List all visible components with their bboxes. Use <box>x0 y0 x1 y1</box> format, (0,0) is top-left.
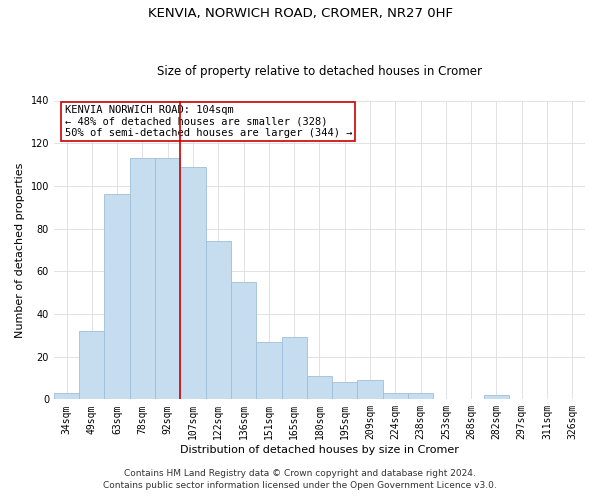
Bar <box>358 380 383 400</box>
Bar <box>408 393 433 400</box>
Bar <box>307 376 332 400</box>
Bar <box>383 393 408 400</box>
Text: Contains HM Land Registry data © Crown copyright and database right 2024.
Contai: Contains HM Land Registry data © Crown c… <box>103 468 497 490</box>
Title: Size of property relative to detached houses in Cromer: Size of property relative to detached ho… <box>157 66 482 78</box>
X-axis label: Distribution of detached houses by size in Cromer: Distribution of detached houses by size … <box>180 445 459 455</box>
Bar <box>206 242 231 400</box>
Bar <box>130 158 155 400</box>
Bar <box>484 395 509 400</box>
Bar <box>104 194 130 400</box>
Bar <box>332 382 358 400</box>
Bar <box>256 342 281 400</box>
Bar <box>181 166 206 400</box>
Bar <box>155 158 181 400</box>
Text: KENVIA NORWICH ROAD: 104sqm
← 48% of detached houses are smaller (328)
50% of se: KENVIA NORWICH ROAD: 104sqm ← 48% of det… <box>65 105 352 138</box>
Bar <box>231 282 256 400</box>
Bar <box>79 331 104 400</box>
Bar <box>281 338 307 400</box>
Text: KENVIA, NORWICH ROAD, CROMER, NR27 0HF: KENVIA, NORWICH ROAD, CROMER, NR27 0HF <box>148 8 452 20</box>
Y-axis label: Number of detached properties: Number of detached properties <box>15 162 25 338</box>
Bar <box>54 393 79 400</box>
